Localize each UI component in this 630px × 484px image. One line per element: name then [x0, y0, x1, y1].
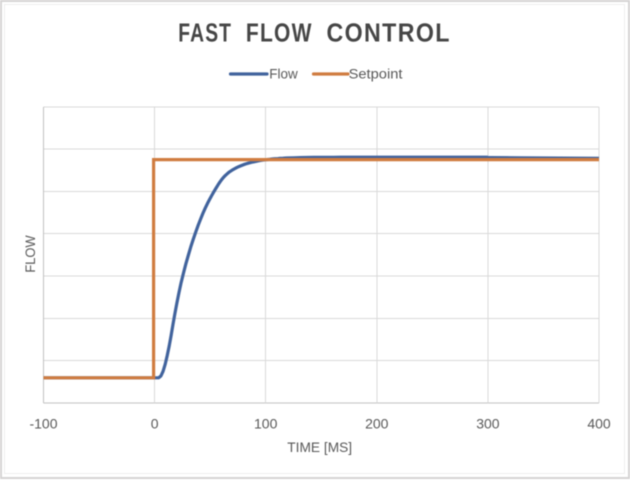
svg-text:200: 200 [365, 416, 389, 432]
svg-text:TIME [MS]: TIME [MS] [287, 439, 352, 455]
svg-text:400: 400 [587, 416, 611, 432]
svg-text:Setpoint: Setpoint [349, 67, 403, 82]
svg-text:CONTROL: CONTROL [327, 20, 451, 48]
svg-text:FLOW: FLOW [246, 20, 313, 48]
svg-text:100: 100 [254, 416, 278, 432]
svg-text:0: 0 [151, 416, 159, 432]
svg-text:300: 300 [476, 416, 500, 432]
svg-text:Flow: Flow [269, 67, 298, 82]
svg-text:FAST: FAST [178, 20, 232, 48]
svg-text:FLOW: FLOW [22, 235, 38, 273]
svg-text:-100: -100 [29, 416, 57, 432]
